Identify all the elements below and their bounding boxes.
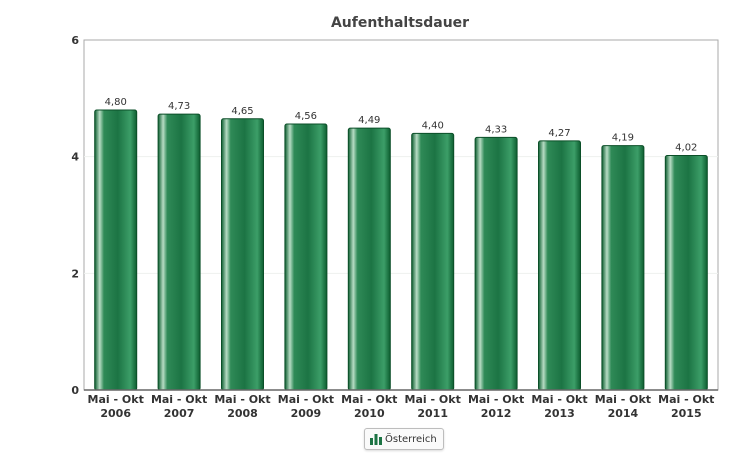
x-tick-label-period: Mai - Okt	[278, 393, 334, 406]
x-tick-label-period: Mai - Okt	[214, 393, 270, 406]
data-label: 4,80	[105, 97, 127, 108]
x-tick-label-period: Mai - Okt	[405, 393, 461, 406]
x-tick-label-period: Mai - Okt	[595, 393, 651, 406]
bars	[94, 109, 708, 391]
x-tick-label-period: Mai - Okt	[88, 393, 144, 406]
x-tick-label-year: 2009	[291, 407, 322, 420]
x-tick-label-year: 2013	[544, 407, 575, 420]
bar[interactable]	[664, 155, 708, 391]
x-tick-label-period: Mai - Okt	[658, 393, 714, 406]
x-tick-label-year: 2008	[227, 407, 258, 420]
x-tick-label-period: Mai - Okt	[468, 393, 524, 406]
data-label: 4,40	[422, 120, 444, 131]
y-tick-label: 0	[71, 384, 79, 397]
chart-title: Aufenthaltsdauer	[331, 15, 469, 31]
x-tick-label-period: Mai - Okt	[151, 393, 207, 406]
x-tick-label-year: 2014	[608, 407, 639, 420]
y-tick-label: 2	[71, 267, 79, 280]
bar[interactable]	[284, 123, 328, 391]
bar[interactable]	[157, 113, 201, 391]
data-label: 4,02	[675, 143, 697, 154]
data-label: 4,33	[485, 124, 507, 135]
legend-label: Österreich	[385, 433, 437, 445]
data-label: 4,19	[612, 133, 634, 144]
bar-chart-icon	[370, 433, 382, 445]
bar[interactable]	[411, 132, 455, 391]
data-label: 4,65	[231, 106, 253, 117]
x-tick-label-year: 2007	[164, 407, 195, 420]
bar[interactable]	[474, 136, 518, 391]
x-tick-label-year: 2012	[481, 407, 512, 420]
x-tick-label-period: Mai - Okt	[341, 393, 397, 406]
x-tick-label-year: 2010	[354, 407, 385, 420]
data-label: 4,49	[358, 115, 380, 126]
data-labels: 4,80 4,73 4,65 4,56 4,49 4,40 4,33 4,27 4,19 4,02	[105, 97, 698, 154]
data-label: 4,27	[548, 128, 570, 139]
x-tick-label-year: 2011	[417, 407, 448, 420]
data-label: 4,56	[295, 111, 317, 122]
bar[interactable]	[538, 140, 581, 391]
bar[interactable]	[601, 145, 645, 391]
bar[interactable]	[221, 118, 264, 391]
y-axis: 0 2 4 6	[71, 34, 79, 397]
data-label: 4,73	[168, 101, 190, 112]
x-tick-label-period: Mai - Okt	[531, 393, 587, 406]
bar[interactable]	[94, 109, 138, 391]
y-tick-label: 4	[71, 151, 79, 164]
legend-item-osterreich[interactable]: Österreich	[364, 428, 444, 450]
bar[interactable]	[347, 127, 391, 391]
y-tick-label: 6	[71, 34, 79, 47]
x-tick-label-year: 2006	[100, 407, 131, 420]
x-tick-label-year: 2015	[671, 407, 702, 420]
